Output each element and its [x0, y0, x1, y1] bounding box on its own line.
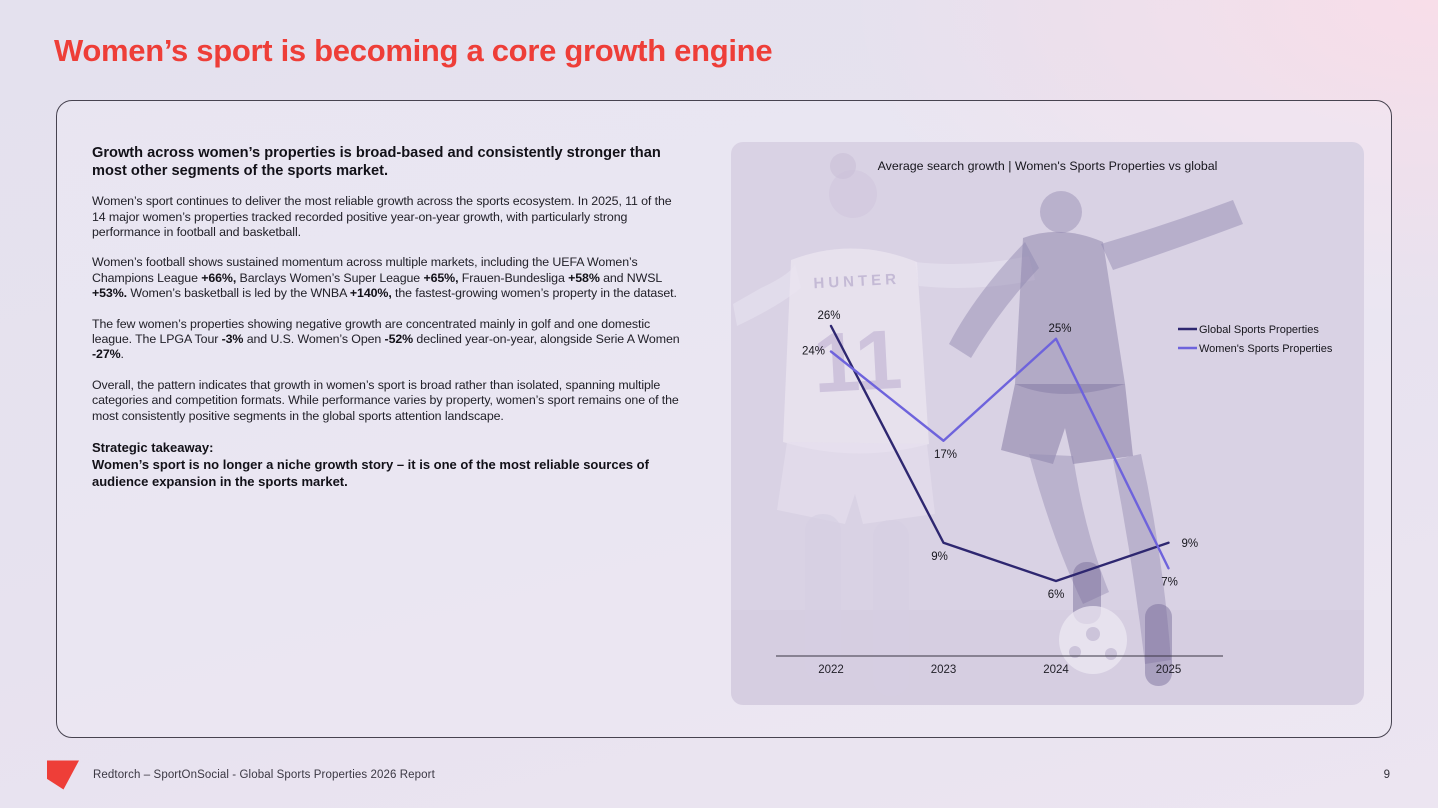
svg-text:11: 11	[811, 312, 905, 411]
text-segment: and U.S. Women’s Open	[243, 332, 385, 347]
x-axis-tick-label: 2024	[1043, 664, 1069, 676]
chart-line-womens	[829, 337, 1170, 570]
strategic-takeaway: Strategic takeaway: Women’s sport is no …	[92, 439, 680, 491]
page-title: Women’s sport is becoming a core growth …	[54, 33, 773, 68]
footer: Redtorch – SportOnSocial - Global Sports…	[47, 759, 1390, 791]
x-axis-tick-label: 2022	[818, 664, 844, 676]
text-segment: declined year-on-year, alongside Serie A…	[413, 332, 680, 347]
x-axis-tick-label: 2023	[931, 664, 957, 676]
text-segment: the fastest-growing women’s property in …	[391, 286, 677, 301]
chart-value-label: 7%	[1161, 576, 1178, 588]
text-segment: Overall, the pattern indicates that grow…	[92, 377, 679, 423]
highlighted-stat: +66%,	[201, 270, 237, 285]
page-number: 9	[1383, 769, 1390, 781]
text-segment: Women’s sport continues to deliver the m…	[92, 194, 672, 239]
text-segment: Frauen-Bundesliga	[458, 270, 569, 285]
text-segment: The few women’s properties showing negat…	[92, 316, 651, 347]
svg-text:HUNTER: HUNTER	[813, 271, 900, 293]
chart-value-label: 26%	[817, 310, 840, 322]
highlighted-stat: +140%,	[349, 286, 392, 301]
text-segment: Barclays Women’s Super League	[236, 270, 424, 285]
paragraph-4: Overall, the pattern indicates that grow…	[92, 378, 680, 424]
chart-line-global	[829, 324, 1170, 583]
chart-value-label: 6%	[1048, 589, 1065, 601]
footer-text: Redtorch – SportOnSocial - Global Sports…	[93, 769, 435, 781]
highlighted-stat: -27%	[92, 347, 121, 362]
highlighted-stat: -52%	[384, 332, 414, 347]
chart-title: Average search growth | Women's Sports P…	[877, 159, 1218, 173]
chart-value-label: 9%	[1182, 538, 1199, 550]
redtorch-logo-icon	[47, 760, 80, 790]
legend-label: Global Sports Properties	[1199, 324, 1319, 336]
text-segment: .	[120, 347, 124, 362]
text-segment: and NWSL	[599, 270, 662, 285]
text-segment: Women’s football shows sustained momentu…	[92, 255, 638, 285]
takeaway-label: Strategic takeaway:	[92, 440, 214, 456]
x-axis-tick-label: 2025	[1156, 664, 1182, 676]
highlighted-stat: +65%,	[423, 270, 459, 285]
highlighted-stat: +53%.	[92, 286, 127, 301]
chart-panel: HUNTER 11 Ave	[731, 142, 1364, 705]
chart-value-label: 9%	[931, 551, 948, 563]
paragraph-1: Women’s sport continues to deliver the m…	[92, 194, 680, 240]
line-chart: 2022 2023 2024 2025 26% 9% 6% 9% 24% 17% 25% 7% Glob…	[776, 310, 1333, 676]
text-panel: Growth across women’s properties is broa…	[92, 145, 680, 491]
takeaway-text: Women’s sport is no longer a niche growt…	[92, 457, 649, 490]
legend-label: Women's Sports Properties	[1199, 343, 1333, 355]
chart-background-photo: HUNTER 11	[731, 153, 1364, 705]
chart-value-label: 17%	[934, 449, 957, 461]
chart-value-label: 24%	[802, 346, 825, 358]
text-heading: Growth across women’s properties is broa…	[92, 145, 661, 179]
content-card: Growth across women’s properties is broa…	[56, 100, 1392, 738]
highlighted-stat: +58%	[568, 270, 600, 285]
paragraph-3: The few women’s properties showing negat…	[92, 317, 680, 363]
highlighted-stat: -3%	[221, 332, 244, 347]
text-segment: Women’s basketball is led by the WNBA	[126, 286, 350, 301]
paragraph-2: Women’s football shows sustained momentu…	[92, 255, 680, 301]
chart-value-label: 25%	[1048, 323, 1071, 335]
